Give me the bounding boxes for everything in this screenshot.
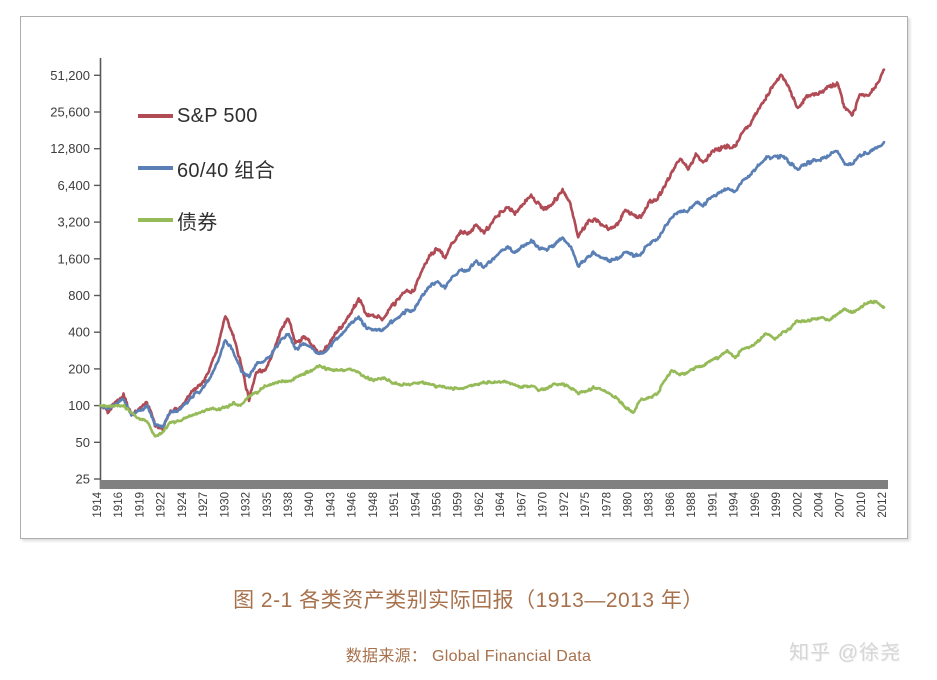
x-axis-label: 1946 bbox=[347, 492, 359, 518]
zhihu-watermark: 知乎 @徐尧 bbox=[789, 642, 901, 664]
chart-caption: 图 2-1 各类资产类别实际回报（1913—2013 年） bbox=[233, 589, 704, 612]
x-axis-label: 1954 bbox=[410, 491, 422, 517]
y-axis-label: 51,200 bbox=[50, 68, 90, 83]
bonds-line bbox=[98, 299, 886, 438]
x-axis-label: 1970 bbox=[538, 492, 550, 518]
x-axis-label: 1999 bbox=[771, 492, 783, 518]
x-axis-label: 1986 bbox=[665, 492, 677, 518]
x-axis-label: 1940 bbox=[304, 492, 316, 518]
x-axis-label: 1978 bbox=[601, 492, 613, 518]
portfolio-6040-line bbox=[98, 140, 886, 429]
x-axis-label: 1922 bbox=[156, 492, 168, 518]
x-axis-label: 1994 bbox=[729, 491, 741, 517]
y-axis-label: 200 bbox=[68, 361, 90, 376]
y-axis-label: 25 bbox=[76, 472, 90, 487]
x-axis-label: 1988 bbox=[686, 492, 698, 518]
legend-label-bonds: 债券 bbox=[177, 211, 218, 234]
x-axis-label: 2007 bbox=[835, 492, 847, 518]
x-axis-label: 1948 bbox=[368, 492, 380, 518]
returns-line-chart: 25 50 100 200 400 800 1,600 3,200 6,400 12,800 25,… bbox=[50, 58, 889, 518]
chart-legend: S&P 500 60/40 组合 债券 bbox=[138, 105, 275, 261]
legend-label-sp500: S&P 500 bbox=[177, 104, 258, 127]
x-axis-label: 1924 bbox=[177, 491, 189, 517]
x-axis-label: 1943 bbox=[325, 492, 337, 518]
bonds-line-swatch-icon bbox=[138, 218, 173, 222]
sp500-line-swatch-icon bbox=[138, 114, 173, 118]
y-axis-label: 6,400 bbox=[57, 178, 90, 193]
x-axis-label: 1938 bbox=[283, 492, 295, 518]
x-axis-label: 1959 bbox=[453, 492, 465, 518]
y-axis-label: 25,600 bbox=[50, 105, 90, 120]
x-axis-label: 1962 bbox=[474, 492, 486, 518]
x-axis-label: 1975 bbox=[580, 492, 592, 518]
x-axis-label: 1935 bbox=[262, 492, 274, 518]
y-axis-label: 12,800 bbox=[50, 141, 90, 156]
legend-label-6040: 60/40 组合 bbox=[177, 159, 276, 182]
x-axis-label: 2004 bbox=[813, 491, 825, 517]
x-axis-label: 1980 bbox=[623, 492, 635, 518]
x-axis-label: 1927 bbox=[198, 492, 210, 518]
x-axis-label: 1964 bbox=[495, 491, 507, 517]
legend-item-6040: 60/40 组合 bbox=[138, 157, 275, 182]
x-axis-label: 1967 bbox=[516, 492, 528, 518]
legend-item-bonds: 债券 bbox=[138, 209, 275, 234]
x-axis-label: 2002 bbox=[792, 492, 804, 518]
y-axis-label: 50 bbox=[76, 435, 90, 450]
data-source-note: 数据来源： Global Financial Data bbox=[345, 648, 592, 665]
chart-panel: 25 50 100 200 400 800 1,600 3,200 6,400 12,800 25,… bbox=[20, 16, 908, 539]
x-axis-label: 2012 bbox=[877, 492, 889, 518]
x-axis-baseline-bar bbox=[100, 480, 888, 489]
legend-item-sp500: S&P 500 bbox=[138, 105, 275, 127]
y-axis-label: 1,600 bbox=[57, 251, 90, 266]
portfolio-6040-line-swatch-icon bbox=[138, 166, 173, 170]
y-axis-label: 800 bbox=[68, 288, 90, 303]
x-axis-label: 1916 bbox=[113, 492, 125, 518]
y-axis-label: 400 bbox=[68, 325, 90, 340]
x-axis-label: 1972 bbox=[559, 492, 571, 518]
x-axis-label: 1983 bbox=[644, 492, 656, 518]
x-axis-label: 1919 bbox=[134, 492, 146, 518]
x-axis-label: 1930 bbox=[219, 492, 231, 518]
x-axis-label: 2010 bbox=[856, 492, 868, 518]
x-axis-label: 1996 bbox=[750, 492, 762, 518]
x-axis-label: 1914 bbox=[92, 491, 104, 517]
sp500-line bbox=[98, 68, 886, 432]
x-axis-label: 1951 bbox=[389, 492, 401, 518]
x-axis-label: 1932 bbox=[241, 492, 253, 518]
x-axis-label: 1956 bbox=[432, 492, 444, 518]
y-axis-label: 100 bbox=[68, 398, 90, 413]
x-axis-label: 1991 bbox=[707, 492, 719, 518]
y-axis-label: 3,200 bbox=[57, 215, 90, 230]
